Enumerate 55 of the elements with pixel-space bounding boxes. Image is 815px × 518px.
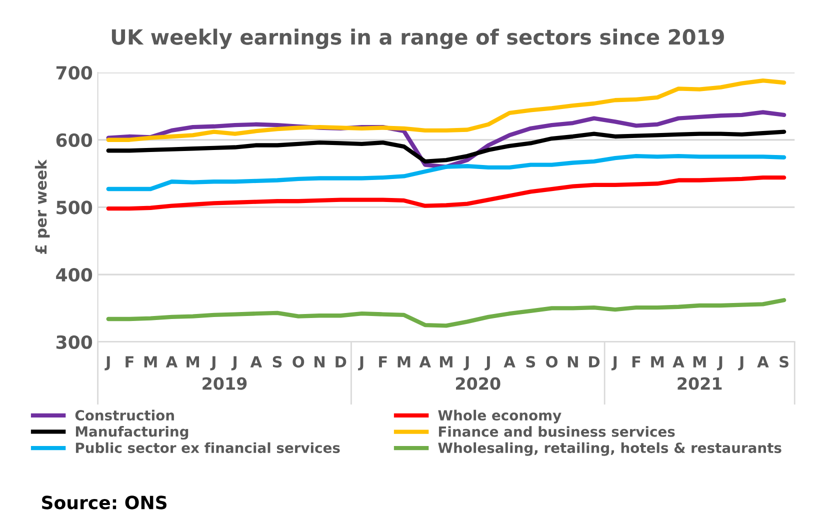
x-tick-label: O [292,356,304,368]
x-tick-label: J [231,356,236,370]
x-tick-label: J [738,356,744,370]
x-tick-label: J [717,356,722,370]
legend-label: Public sector ex financial services [76,442,340,454]
x-tick-label: S [272,356,282,368]
line-series [106,130,786,164]
line-series [106,154,786,192]
x-tick-label: N [314,356,325,368]
x-tick-label: A [757,356,769,368]
x-tick-label: M [440,356,452,368]
legend-label: Whole economy [438,410,562,424]
x-tick-label: A [166,356,178,368]
x-tick-label: J [358,356,364,370]
y-axis-title: £ per week [34,159,50,254]
text: 2020 [456,377,500,390]
x-tick-label: S [780,356,788,368]
y-tick-label: 400 [56,268,92,282]
x-tick-label: O [546,356,558,368]
y-tick-label: 500 [56,200,92,214]
legend-label: Manufacturing [76,426,188,440]
x-tick-label: J [484,356,490,370]
line-series [106,175,786,211]
x-tick-label: F [379,356,387,368]
legend-label: Finance and business services [438,426,675,437]
x-tick-label: S [526,356,536,368]
x-tick-label: M [398,356,410,368]
x-tick-label: A [672,356,684,368]
source-note: Source: ONS [42,496,167,510]
legend-label: Wholesaling, retailing, hotels & restaurants [438,442,782,456]
x-tick-label: F [126,356,134,368]
x-tick-label: M [693,356,706,368]
x-tick-label: A [504,356,516,368]
x-tick-label: J [210,356,216,370]
y-tick-label: 700 [56,66,92,80]
x-tick-label: A [419,356,431,368]
x-tick-label: M [144,356,157,368]
x-tick-label: F [632,356,640,368]
text: 2019 [202,377,247,390]
x-tick-label: J [104,356,110,370]
x-tick-label: D [336,356,346,368]
x-tick-label: J [464,356,469,370]
text: 2021 [678,377,722,390]
y-tick-label: 300 [56,335,92,349]
legend-label: Construction [75,410,174,421]
x-tick-label: A [250,356,262,368]
x-tick-label: N [568,356,578,368]
line-series [106,298,786,328]
x-tick-label: D [589,356,600,368]
y-tick-label: 600 [56,133,92,147]
x-tick-label: J [611,356,617,370]
line-series [106,78,786,142]
x-tick-label: M [651,356,664,368]
chart-title: UK weekly earnings in a range of sectors since 2019 [112,28,724,50]
x-tick-label: M [186,356,200,368]
